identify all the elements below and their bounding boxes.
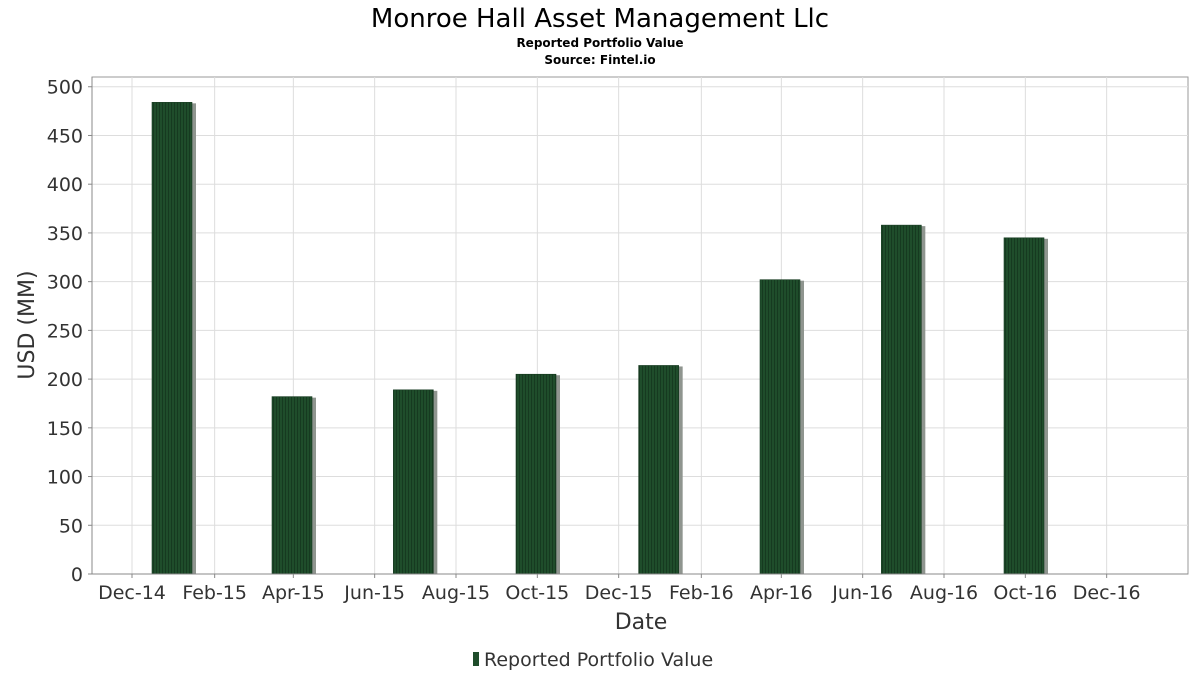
bars-group	[151, 102, 1048, 575]
x-axis-ticks: Dec-14 Feb-15 Apr-15 Jun-15 Aug-15 Oct-15 Dec-…	[92, 573, 1188, 604]
x-tick-label: Apr-15	[262, 582, 325, 604]
chart-source: Source: Fintel.io	[544, 53, 655, 67]
bar	[271, 396, 313, 575]
y-tick-label: 450	[47, 125, 83, 147]
y-tick-label: 500	[47, 77, 83, 99]
y-tick-label: 100	[47, 467, 83, 489]
legend-swatch	[473, 652, 479, 666]
x-axis-label: Date	[615, 610, 668, 635]
y-tick-label: 0	[71, 564, 83, 586]
bar	[515, 373, 557, 575]
y-tick-label: 300	[47, 272, 83, 294]
chart-subtitle: Reported Portfolio Value	[516, 36, 683, 50]
y-tick-label: 150	[47, 418, 83, 440]
x-tick-label: Jun-15	[343, 582, 405, 604]
x-tick-label: Oct-16	[993, 582, 1057, 604]
y-tick-label: 250	[47, 320, 83, 342]
x-tick-label: Feb-15	[182, 582, 247, 604]
x-tick-label: Jun-16	[831, 582, 893, 604]
x-tick-label: Dec-14	[98, 582, 166, 604]
bar	[881, 224, 922, 575]
y-tick-label: 400	[47, 174, 83, 196]
x-tick-label: Dec-15	[585, 582, 653, 604]
bar	[638, 365, 679, 575]
legend: Reported Portfolio Value	[473, 649, 713, 671]
x-tick-label: Dec-16	[1073, 582, 1141, 604]
bar	[393, 389, 434, 575]
x-tick-label: Apr-16	[750, 582, 813, 604]
bar	[151, 102, 193, 575]
bar	[1003, 237, 1045, 575]
x-tick-label: Feb-16	[669, 582, 734, 604]
y-axis-label: USD (MM)	[15, 270, 40, 379]
x-tick-label: Oct-15	[505, 582, 569, 604]
legend-label: Reported Portfolio Value	[484, 649, 713, 671]
y-tick-label: 200	[47, 369, 83, 391]
y-axis-ticks: 0 50 100 150 200 250 300 350 400 450 500	[47, 77, 93, 586]
bar	[759, 279, 801, 575]
y-tick-label: 350	[47, 223, 83, 245]
chart-title: Monroe Hall Asset Management Llc	[371, 4, 829, 34]
y-tick-label: 50	[59, 515, 83, 537]
x-tick-label: Aug-15	[422, 582, 490, 604]
x-tick-label: Aug-16	[910, 582, 978, 604]
